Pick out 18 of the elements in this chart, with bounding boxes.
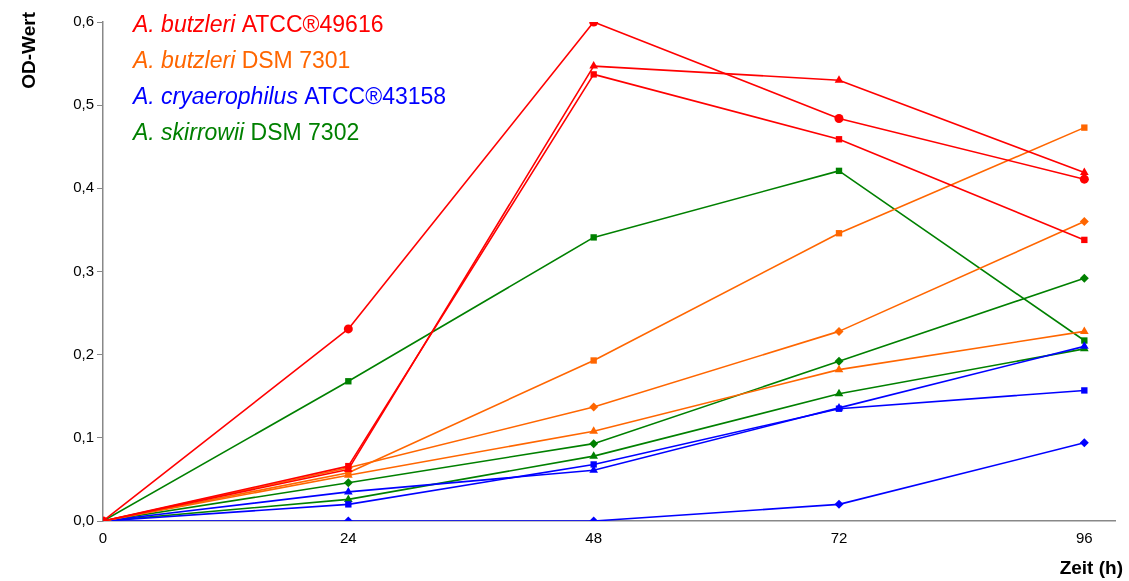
y-axis-title: OD-Wert — [18, 11, 40, 89]
text: A. skirrowii DSM 7302 — [131, 119, 360, 146]
text: A. butzleri ATCC®49616 — [131, 11, 384, 38]
x-tick-label: 96 — [1075, 529, 1093, 547]
y-tick-label: 0,0 — [73, 511, 94, 529]
text: A. cryaerophilus ATCC®43158 — [131, 83, 447, 110]
y-tick-label: 0,6 — [73, 12, 94, 30]
y-tick-label: 0,1 — [73, 427, 94, 445]
y-tick-label: 0,2 — [73, 344, 94, 362]
x-tick-label: 0 — [98, 529, 108, 547]
x-tick-label: 24 — [339, 529, 357, 547]
y-tick-label: 0,5 — [73, 95, 94, 113]
x-tick-label: 48 — [585, 529, 603, 547]
y-tick-label: 0,4 — [73, 178, 94, 196]
x-tick-label: 72 — [830, 529, 848, 547]
text: A. butzleri DSM 7301 — [131, 47, 351, 74]
y-tick-label: 0,3 — [73, 261, 94, 279]
x-axis-title: Zeit (h) — [1059, 556, 1123, 578]
